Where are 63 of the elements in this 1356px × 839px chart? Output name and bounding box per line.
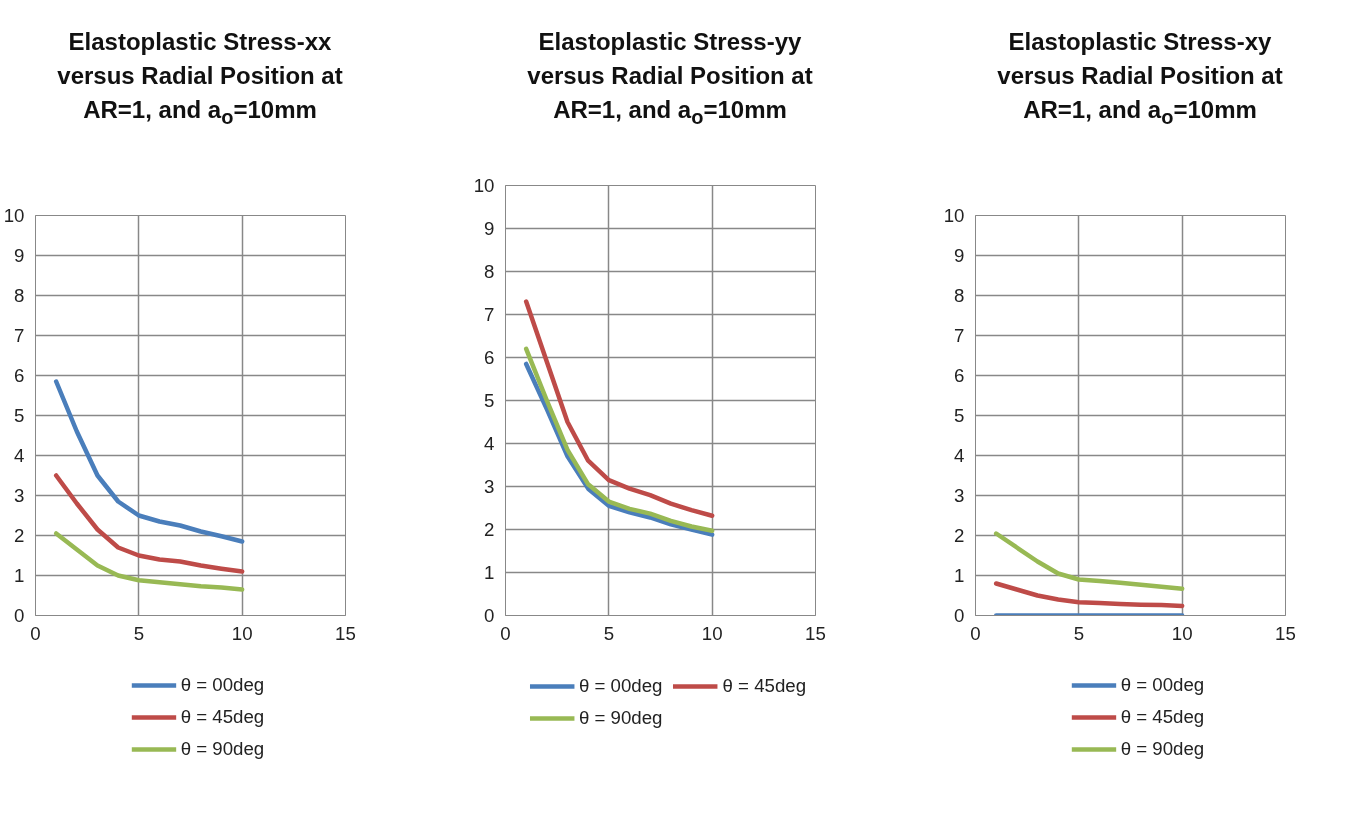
- y-tick-label: 3: [14, 485, 25, 506]
- x-tick-label: 10: [1171, 622, 1193, 644]
- y-tick-label: 6: [954, 365, 965, 386]
- y-tick-label: 3: [954, 485, 965, 506]
- y-tick-label: 6: [14, 365, 25, 386]
- x-tick-label: 15: [1275, 622, 1296, 644]
- y-tick-label: 5: [14, 405, 25, 426]
- x-tick-label: 15: [805, 622, 826, 644]
- line-series: [53, 531, 245, 592]
- y-tick-label: 9: [484, 218, 495, 239]
- x-tick-label: 0: [970, 622, 981, 644]
- x-tick-label: 0: [30, 622, 41, 644]
- y-tick-label: 5: [954, 405, 965, 426]
- y-tick-label: 8: [14, 285, 25, 306]
- legend-label: θ = 00deg: [180, 674, 265, 696]
- legend-label: θ = 90deg: [1120, 738, 1205, 760]
- y-tick-label: 5: [484, 390, 495, 411]
- y-tick-label: 1: [954, 565, 965, 586]
- y-tick-label: 7: [954, 325, 965, 346]
- y-tick-label: 7: [14, 325, 25, 346]
- y-tick-label: 0: [484, 605, 495, 626]
- x-tick-label: 5: [1073, 622, 1085, 644]
- legend-label: θ = 00deg: [578, 675, 663, 697]
- x-tick-label: 10: [701, 622, 723, 644]
- y-tick-label: 4: [484, 433, 495, 454]
- chart-title: Elastoplastic Stress-yy versus Radial Position at AR=1, and a$_{o}$=10mm: [526, 27, 814, 130]
- y-tick-label: 10: [473, 175, 495, 196]
- y-tick-label: 2: [14, 525, 25, 546]
- x-tick-label: 10: [231, 622, 253, 644]
- x-tick-label: 5: [133, 622, 145, 644]
- y-tick-label: 8: [954, 285, 965, 306]
- line-series: [53, 473, 245, 574]
- y-tick-label: 1: [484, 562, 495, 583]
- y-tick-label: 10: [3, 205, 25, 226]
- line-series: [993, 581, 1185, 609]
- legend-label: θ = 45deg: [722, 675, 807, 697]
- y-tick-label: 1: [14, 565, 25, 586]
- y-tick-label: 9: [954, 245, 965, 266]
- y-tick-label: 4: [14, 445, 25, 466]
- y-tick-label: 9: [14, 245, 25, 266]
- chart-title: Elastoplastic Stress-xx versus Radial Position at AR=1, and a$_{o}$=10mm: [56, 27, 344, 130]
- y-tick-label: 4: [954, 445, 965, 466]
- y-tick-label: 0: [14, 605, 25, 626]
- y-tick-label: 8: [484, 261, 495, 282]
- y-tick-label: 6: [484, 347, 495, 368]
- x-tick-label: 15: [335, 622, 356, 644]
- chart-title: Elastoplastic Stress-xy versus Radial Position at AR=1, and a$_{o}$=10mm: [996, 27, 1284, 130]
- x-tick-label: 5: [603, 622, 615, 644]
- y-tick-label: 2: [954, 525, 965, 546]
- legend-label: θ = 00deg: [1120, 674, 1205, 696]
- legend-label: θ = 90deg: [578, 707, 663, 729]
- y-tick-label: 2: [484, 519, 495, 540]
- legend-label: θ = 45deg: [1120, 706, 1205, 728]
- y-tick-label: 7: [484, 304, 495, 325]
- y-tick-label: 0: [954, 605, 965, 626]
- y-tick-label: 10: [943, 205, 965, 226]
- line-series: [53, 379, 245, 544]
- legend-label: θ = 45deg: [180, 706, 265, 728]
- legend-label: θ = 90deg: [180, 738, 265, 760]
- line-series: [993, 531, 1185, 591]
- line-series: [523, 299, 715, 518]
- x-tick-label: 0: [500, 622, 511, 644]
- y-tick-label: 3: [484, 476, 495, 497]
